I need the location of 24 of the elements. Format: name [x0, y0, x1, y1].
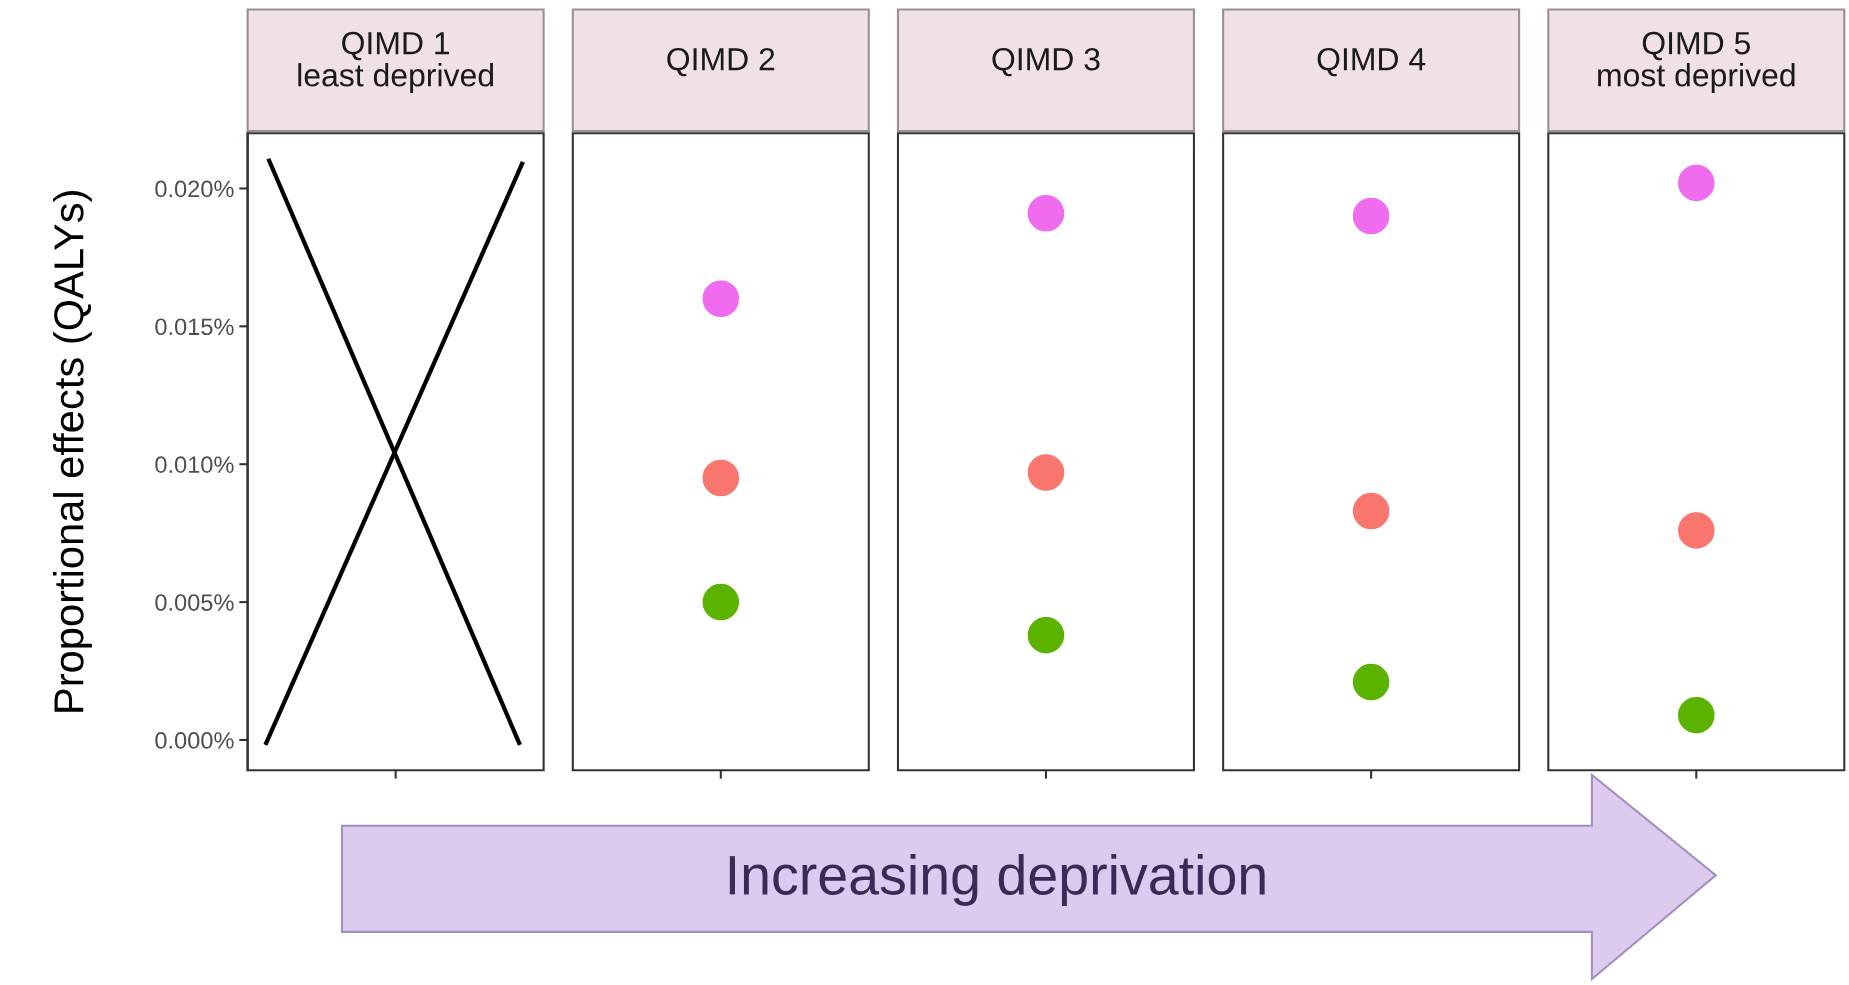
point [1352, 663, 1390, 701]
y-tick-label: 0.000% [155, 732, 234, 749]
point [1352, 492, 1390, 530]
y-tick-label: 0.015% [155, 318, 234, 336]
x-tick-label: QIMD 3 [992, 47, 1100, 77]
y-tick-label: 0.020% [155, 180, 234, 198]
point [702, 280, 740, 318]
point [1027, 195, 1065, 232]
x-tick-label: QIMD 5 most deprived [1598, 31, 1795, 93]
point [702, 459, 740, 497]
point [1027, 454, 1065, 491]
y-axis-title: Proportional effects (QALYs) [53, 191, 92, 712]
point [1678, 696, 1715, 734]
y-tick-label: 0.005% [155, 594, 234, 611]
x-tick-label: QIMD 2 [667, 47, 775, 77]
point [702, 583, 740, 621]
x-tick-label: QIMD 1 least deprived [298, 31, 494, 93]
point [1352, 197, 1390, 235]
point [1678, 164, 1715, 202]
point [1027, 616, 1065, 654]
x-tick-label: QIMD 4 [1317, 47, 1426, 77]
point [1678, 512, 1715, 549]
text: Increasing deprivation [729, 854, 1265, 906]
y-tick-label: 0.010% [155, 456, 234, 473]
